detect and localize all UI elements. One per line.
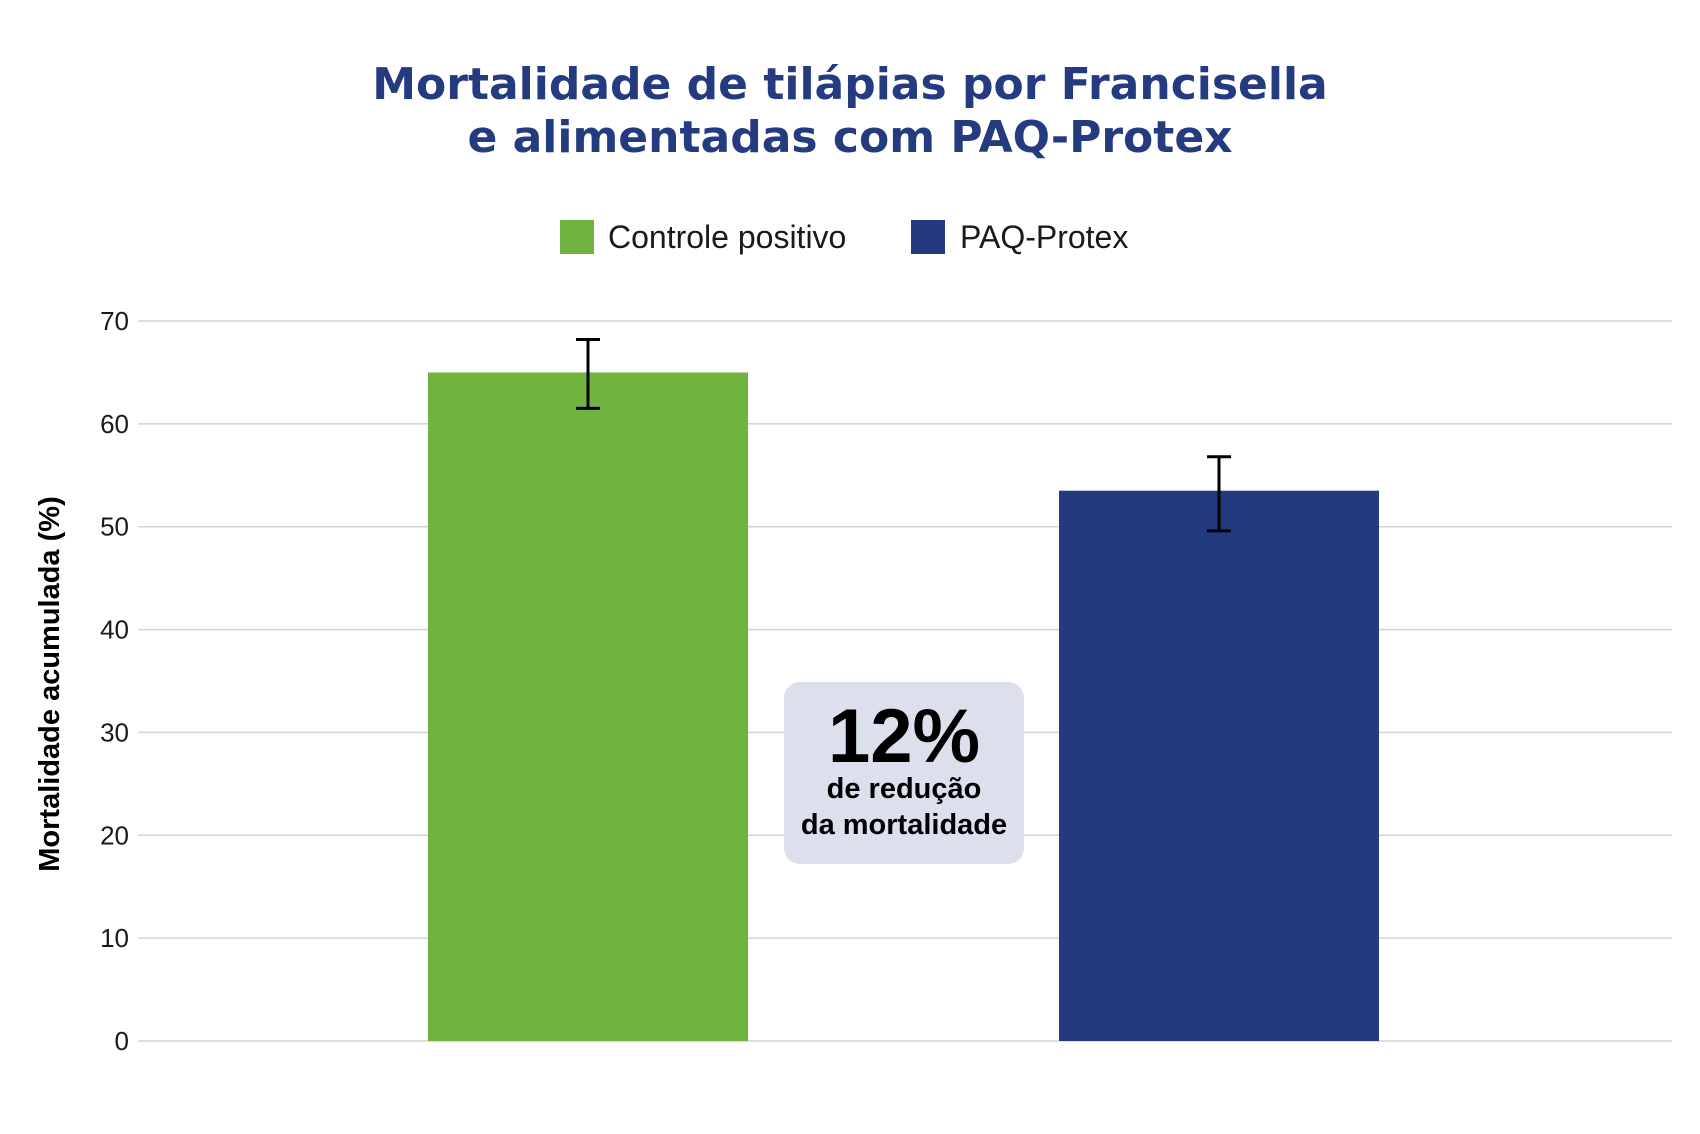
- y-tick-40: 40: [100, 615, 129, 645]
- callout-box: [784, 682, 1024, 864]
- bars: [428, 372, 1379, 1041]
- bar-paq-protex: [1059, 490, 1379, 1041]
- legend-swatch-paq: [911, 220, 945, 254]
- legend: Controle positivo PAQ-Protex: [560, 219, 1128, 255]
- callout-line-2: da mortalidade: [801, 809, 1007, 841]
- callout-line-1: de redução: [827, 773, 982, 805]
- y-axis-label: Mortalidade acumulada (%): [34, 496, 66, 871]
- y-tick-60: 60: [100, 409, 129, 439]
- y-tick-0: 0: [115, 1026, 129, 1056]
- y-gridlines: [138, 320, 1672, 1042]
- chart-title-line-1: Mortalidade de tilápias por Francisella: [372, 59, 1328, 110]
- y-tick-labels: 0 10 20 30 40 50 60 70: [100, 306, 129, 1056]
- callout-percentage: 12%: [828, 694, 980, 779]
- bar-controle-positivo: [428, 372, 748, 1041]
- error-bars: [576, 338, 1231, 533]
- y-tick-30: 30: [100, 717, 129, 747]
- legend-label-controle: Controle positivo: [608, 219, 846, 255]
- y-tick-20: 20: [100, 820, 129, 850]
- legend-swatch-controle: [560, 220, 594, 254]
- y-tick-70: 70: [100, 306, 129, 336]
- reduction-callout: 12% de redução da mortalidade: [784, 682, 1024, 864]
- chart-title-line-2: e alimentadas com PAQ-Protex: [467, 112, 1232, 163]
- y-tick-50: 50: [100, 512, 129, 542]
- legend-label-paq: PAQ-Protex: [960, 219, 1128, 255]
- error-bar-controle-positivo: [576, 338, 600, 410]
- error-bar-paq-protex: [1207, 455, 1231, 533]
- y-tick-10: 10: [100, 923, 129, 953]
